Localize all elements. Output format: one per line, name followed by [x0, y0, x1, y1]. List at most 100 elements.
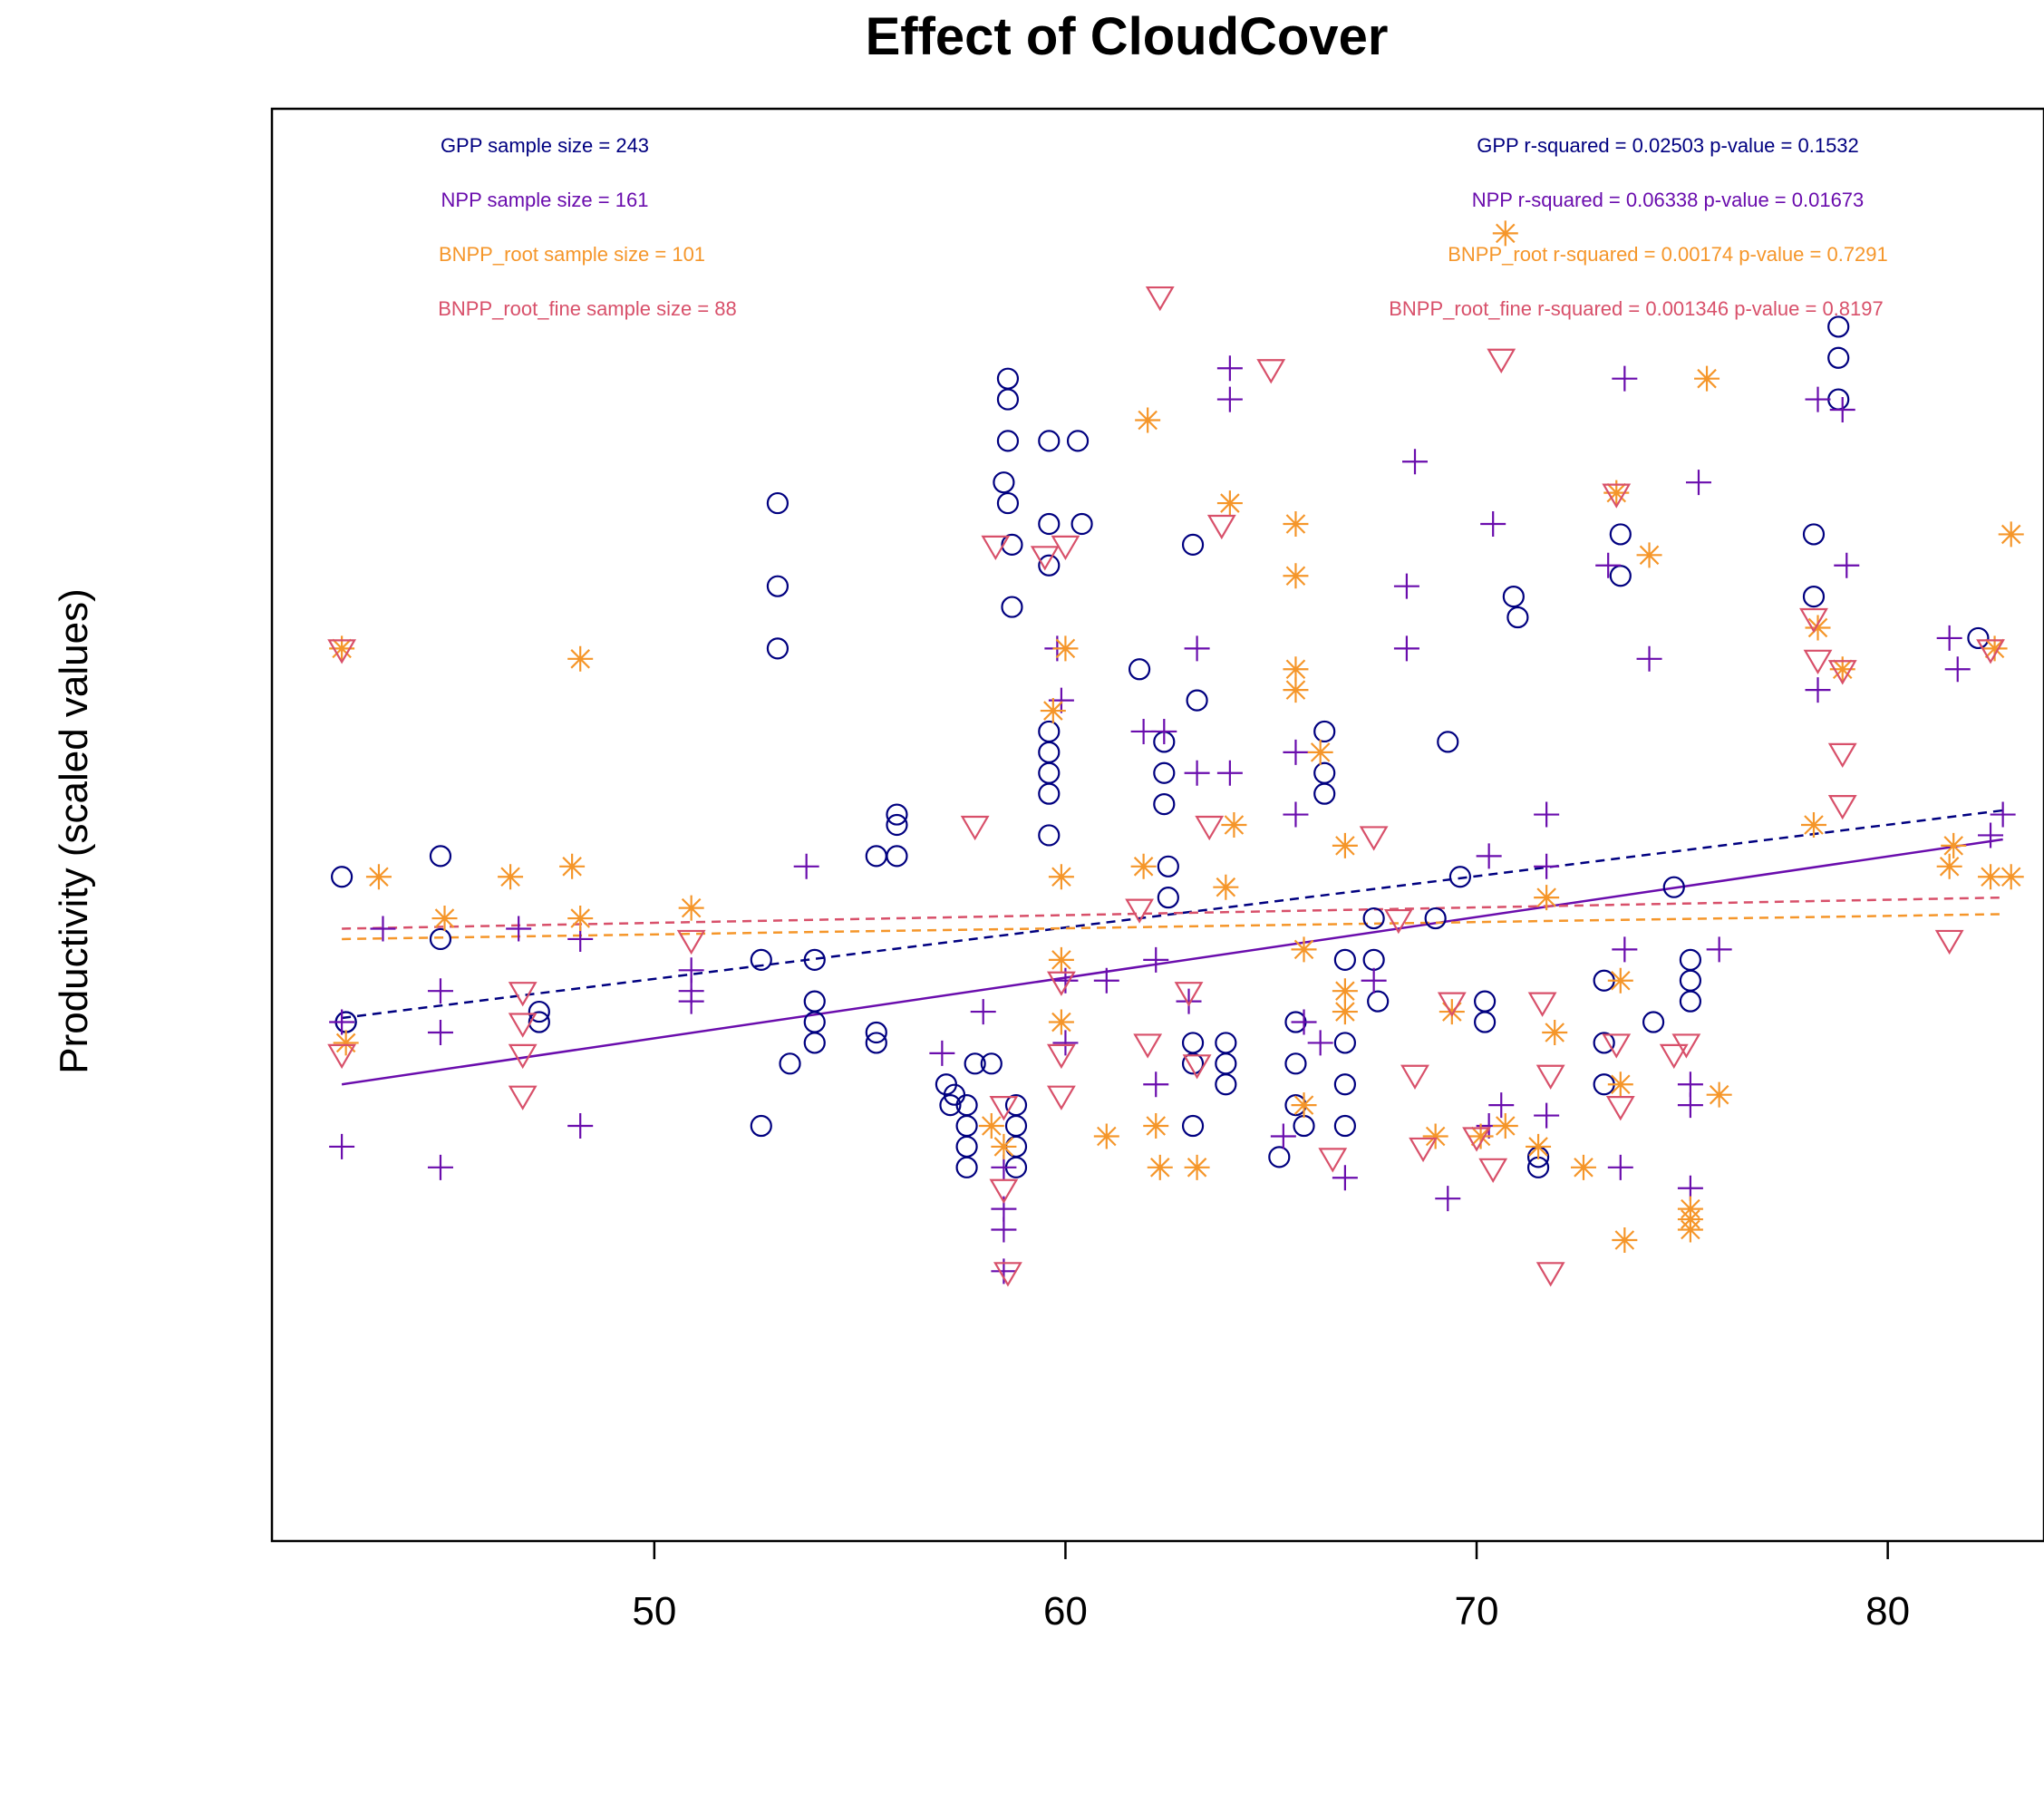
point-gpp: [1181, 533, 1205, 556]
point-bnpp-root: [1603, 480, 1630, 506]
plot-area-frame: [270, 107, 2044, 1543]
point-npp: [1270, 1123, 1296, 1149]
point-npp: [1151, 718, 1177, 744]
point-bnpp-root: [991, 1133, 1017, 1159]
point-npp: [1944, 656, 1971, 683]
point-npp: [1829, 397, 1855, 423]
point-gpp: [750, 1114, 772, 1138]
point-bnpp-root: [1332, 832, 1358, 858]
point-bnpp-root-fine: [327, 639, 357, 664]
point-bnpp-root: [567, 906, 594, 932]
point-npp: [1612, 936, 1638, 963]
point-bnpp-root-fine: [1671, 1033, 1701, 1059]
point-bnpp-root: [1093, 1123, 1119, 1149]
point-gpp: [1181, 1052, 1205, 1075]
x-tick-label: 50: [632, 1589, 676, 1634]
point-gpp: [1215, 1052, 1237, 1075]
point-npp: [329, 1009, 355, 1035]
point-gpp: [996, 367, 1020, 390]
npp-sample-size: NPP sample size = 161: [441, 189, 649, 211]
point-bnpp-root: [1130, 853, 1157, 879]
point-bnpp-root-fine: [327, 1043, 357, 1070]
point-gpp: [1802, 586, 1826, 608]
fit-line-npp: [341, 838, 2003, 1086]
point-gpp: [865, 845, 887, 868]
point-gpp: [1157, 887, 1179, 909]
point-bnpp-root-fine: [1827, 795, 1857, 820]
point-npp: [1685, 470, 1711, 496]
point-gpp: [1038, 761, 1061, 784]
point-npp: [1534, 1102, 1560, 1129]
point-bnpp-root: [1048, 1009, 1074, 1035]
point-gpp: [996, 491, 1020, 515]
point-bnpp-root: [329, 635, 355, 662]
point-bnpp-root: [1283, 510, 1309, 537]
point-npp: [506, 916, 532, 942]
point-npp: [567, 1113, 594, 1139]
point-npp: [1534, 801, 1560, 828]
point-gpp: [980, 1052, 1003, 1075]
point-npp: [1936, 625, 1962, 651]
point-bnpp-root: [1570, 1154, 1596, 1180]
point-npp: [1052, 1030, 1079, 1056]
point-bnpp-root-fine: [1046, 1085, 1076, 1110]
point-gpp: [1827, 346, 1850, 369]
point-npp: [1607, 1154, 1633, 1180]
point-gpp: [1070, 512, 1093, 536]
point-bnpp-root: [1048, 946, 1074, 973]
point-npp: [1435, 1186, 1461, 1212]
point-gpp: [865, 1032, 887, 1054]
point-gpp: [1038, 554, 1061, 577]
point-gpp: [1333, 948, 1356, 971]
point-gpp: [1001, 533, 1023, 556]
point-gpp: [766, 575, 790, 597]
point-gpp: [1066, 430, 1090, 452]
bnpp-root-fine-stats: BNPP_root_fine r-squared = 0.001346 p-va…: [1389, 297, 1884, 320]
point-bnpp-root: [1936, 853, 1962, 879]
point-bnpp-root: [1829, 656, 1855, 683]
point-npp: [1677, 1092, 1703, 1119]
point-npp: [370, 916, 396, 942]
point-npp: [1093, 967, 1119, 994]
point-bnpp-root: [1998, 864, 2024, 890]
point-bnpp-root-fine: [1256, 359, 1286, 384]
point-bnpp-root: [1216, 490, 1243, 517]
point-npp: [1488, 1092, 1515, 1119]
point-bnpp-root: [1439, 999, 1465, 1025]
point-gpp: [886, 803, 908, 826]
point-bnpp-root: [1135, 407, 1161, 433]
point-bnpp-root-fine: [1827, 660, 1857, 685]
point-bnpp-root: [1283, 563, 1309, 589]
point-npp: [1216, 386, 1243, 412]
point-gpp: [803, 1032, 826, 1054]
point-bnpp-root-fine: [960, 815, 990, 841]
point-gpp: [955, 1114, 978, 1138]
point-bnpp-root-fine: [508, 982, 538, 1007]
point-gpp: [766, 637, 790, 660]
point-gpp: [1038, 824, 1061, 847]
point-gpp: [1827, 388, 1850, 411]
point-npp: [678, 988, 704, 1014]
point-bnpp-root: [1978, 864, 2004, 890]
point-npp: [1216, 355, 1243, 382]
point-gpp: [955, 1156, 978, 1178]
point-npp: [1612, 365, 1638, 392]
point-npp: [1978, 822, 2004, 848]
point-gpp: [1424, 906, 1447, 930]
point-gpp: [1609, 565, 1632, 587]
point-bnpp-root: [1332, 999, 1358, 1025]
point-gpp: [1802, 523, 1826, 546]
point-gpp: [1502, 586, 1525, 608]
point-bnpp-root-fine: [1409, 1137, 1438, 1163]
point-npp: [329, 1133, 355, 1159]
point-gpp: [528, 1000, 550, 1023]
point-bnpp-root: [1607, 967, 1633, 994]
point-bnpp-root: [1052, 635, 1079, 662]
point-gpp: [865, 1021, 887, 1044]
point-npp: [1706, 936, 1732, 963]
point-bnpp-root-fine: [1527, 992, 1557, 1017]
point-gpp: [1967, 626, 1990, 650]
point-gpp: [1284, 1052, 1307, 1075]
point-bnpp-root-fine: [1659, 1043, 1689, 1070]
